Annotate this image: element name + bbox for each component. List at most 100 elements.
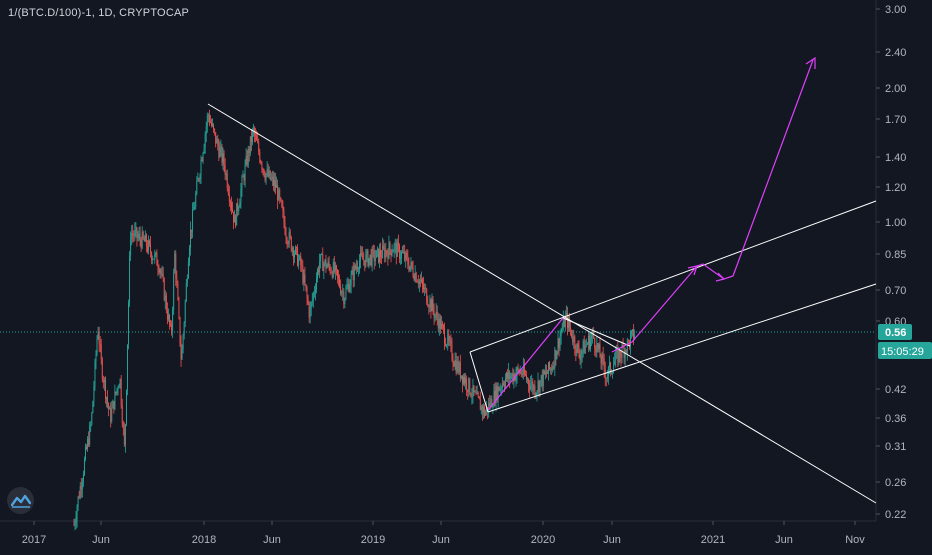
candle-body	[584, 345, 586, 354]
candle-body	[235, 215, 237, 226]
candle-body	[138, 233, 140, 237]
x-tick-label: 2018	[192, 534, 216, 546]
candle-body	[162, 273, 164, 279]
candle-body	[477, 392, 479, 397]
candle-body	[564, 315, 566, 328]
candle-body	[74, 522, 76, 525]
candle-body	[214, 128, 216, 132]
candle-body	[491, 399, 493, 408]
candle-body	[469, 378, 471, 394]
x-tick-label: 2021	[701, 534, 725, 546]
candle-body	[359, 260, 360, 269]
candle-body	[424, 287, 426, 290]
candle-body	[528, 379, 530, 385]
candle-body	[500, 387, 502, 389]
candle-body	[431, 299, 433, 312]
candle-body	[507, 372, 509, 379]
candle-body	[234, 215, 236, 223]
candle-body	[543, 370, 545, 374]
candle-body	[173, 272, 175, 311]
candle-body	[100, 344, 102, 360]
candle-body	[389, 242, 391, 250]
candle-body	[472, 385, 474, 396]
candle-body	[613, 365, 615, 373]
candle-body	[311, 299, 313, 303]
candle-body	[269, 170, 271, 180]
candle-body	[440, 323, 442, 329]
candle-body	[224, 165, 226, 175]
candle-body	[422, 279, 423, 285]
candle-body	[380, 250, 381, 257]
candle-body	[610, 362, 611, 373]
candle-body	[545, 371, 547, 374]
candle-body	[326, 265, 328, 269]
candle-body	[394, 243, 396, 245]
candle-body	[552, 366, 554, 371]
candle-body	[212, 124, 213, 126]
candle-body	[94, 361, 96, 387]
candle-body	[335, 265, 337, 270]
candle-body	[195, 194, 197, 207]
candle-body	[351, 269, 353, 275]
candle-body	[129, 255, 131, 303]
candle-body	[329, 266, 331, 272]
y-tick-label: 0.85	[885, 249, 906, 261]
candle-body	[107, 397, 108, 404]
candle-body	[548, 362, 549, 374]
candle-body	[78, 496, 80, 498]
candle-body	[535, 393, 537, 397]
candle-body	[531, 381, 533, 385]
candle-body	[132, 233, 134, 235]
candle-body	[348, 283, 350, 292]
candle-body	[247, 148, 249, 165]
candle-body	[571, 329, 573, 337]
candle-body	[83, 459, 85, 475]
candle-body	[549, 362, 551, 369]
candle-body	[243, 176, 245, 181]
candle-body	[187, 262, 189, 279]
candle-body	[101, 359, 103, 380]
candle-body	[467, 389, 469, 393]
candle-body	[205, 126, 207, 135]
tradingview-logo[interactable]	[7, 487, 34, 514]
candle-body	[93, 386, 95, 402]
projection-segment	[487, 317, 564, 411]
candle-body	[626, 339, 628, 353]
candle-body	[496, 385, 498, 401]
candle-body	[160, 269, 162, 274]
x-tick-label: Jun	[775, 534, 793, 546]
candle-body	[321, 254, 323, 256]
x-tick-label: Jun	[92, 534, 110, 546]
candle-body	[257, 140, 259, 143]
candle-body	[480, 405, 482, 411]
candle-body	[455, 360, 457, 373]
candle-body	[290, 236, 292, 251]
candle-body	[96, 338, 98, 354]
candle-body	[575, 348, 577, 354]
candle-body	[131, 233, 133, 240]
candle-body	[495, 385, 497, 404]
candle-body	[416, 281, 418, 283]
candle-body	[109, 408, 111, 410]
candle-body	[280, 197, 282, 201]
candle-body	[151, 252, 153, 261]
candle-body	[256, 135, 258, 141]
candle-body	[316, 278, 317, 290]
candle-body	[386, 250, 388, 254]
candle-body	[305, 284, 307, 289]
candle-body	[352, 269, 354, 281]
candle-body	[114, 391, 116, 410]
candle-body	[232, 208, 233, 212]
candle-body	[539, 380, 541, 392]
candle-body	[435, 311, 437, 315]
candle-body	[520, 370, 522, 375]
candle-body	[307, 297, 309, 304]
channel-left-edge	[469, 351, 489, 413]
candle-body	[372, 249, 374, 251]
candle-body	[184, 301, 186, 323]
candle-body	[143, 238, 145, 242]
candle-body	[557, 338, 559, 352]
descending-trendline	[207, 103, 877, 504]
